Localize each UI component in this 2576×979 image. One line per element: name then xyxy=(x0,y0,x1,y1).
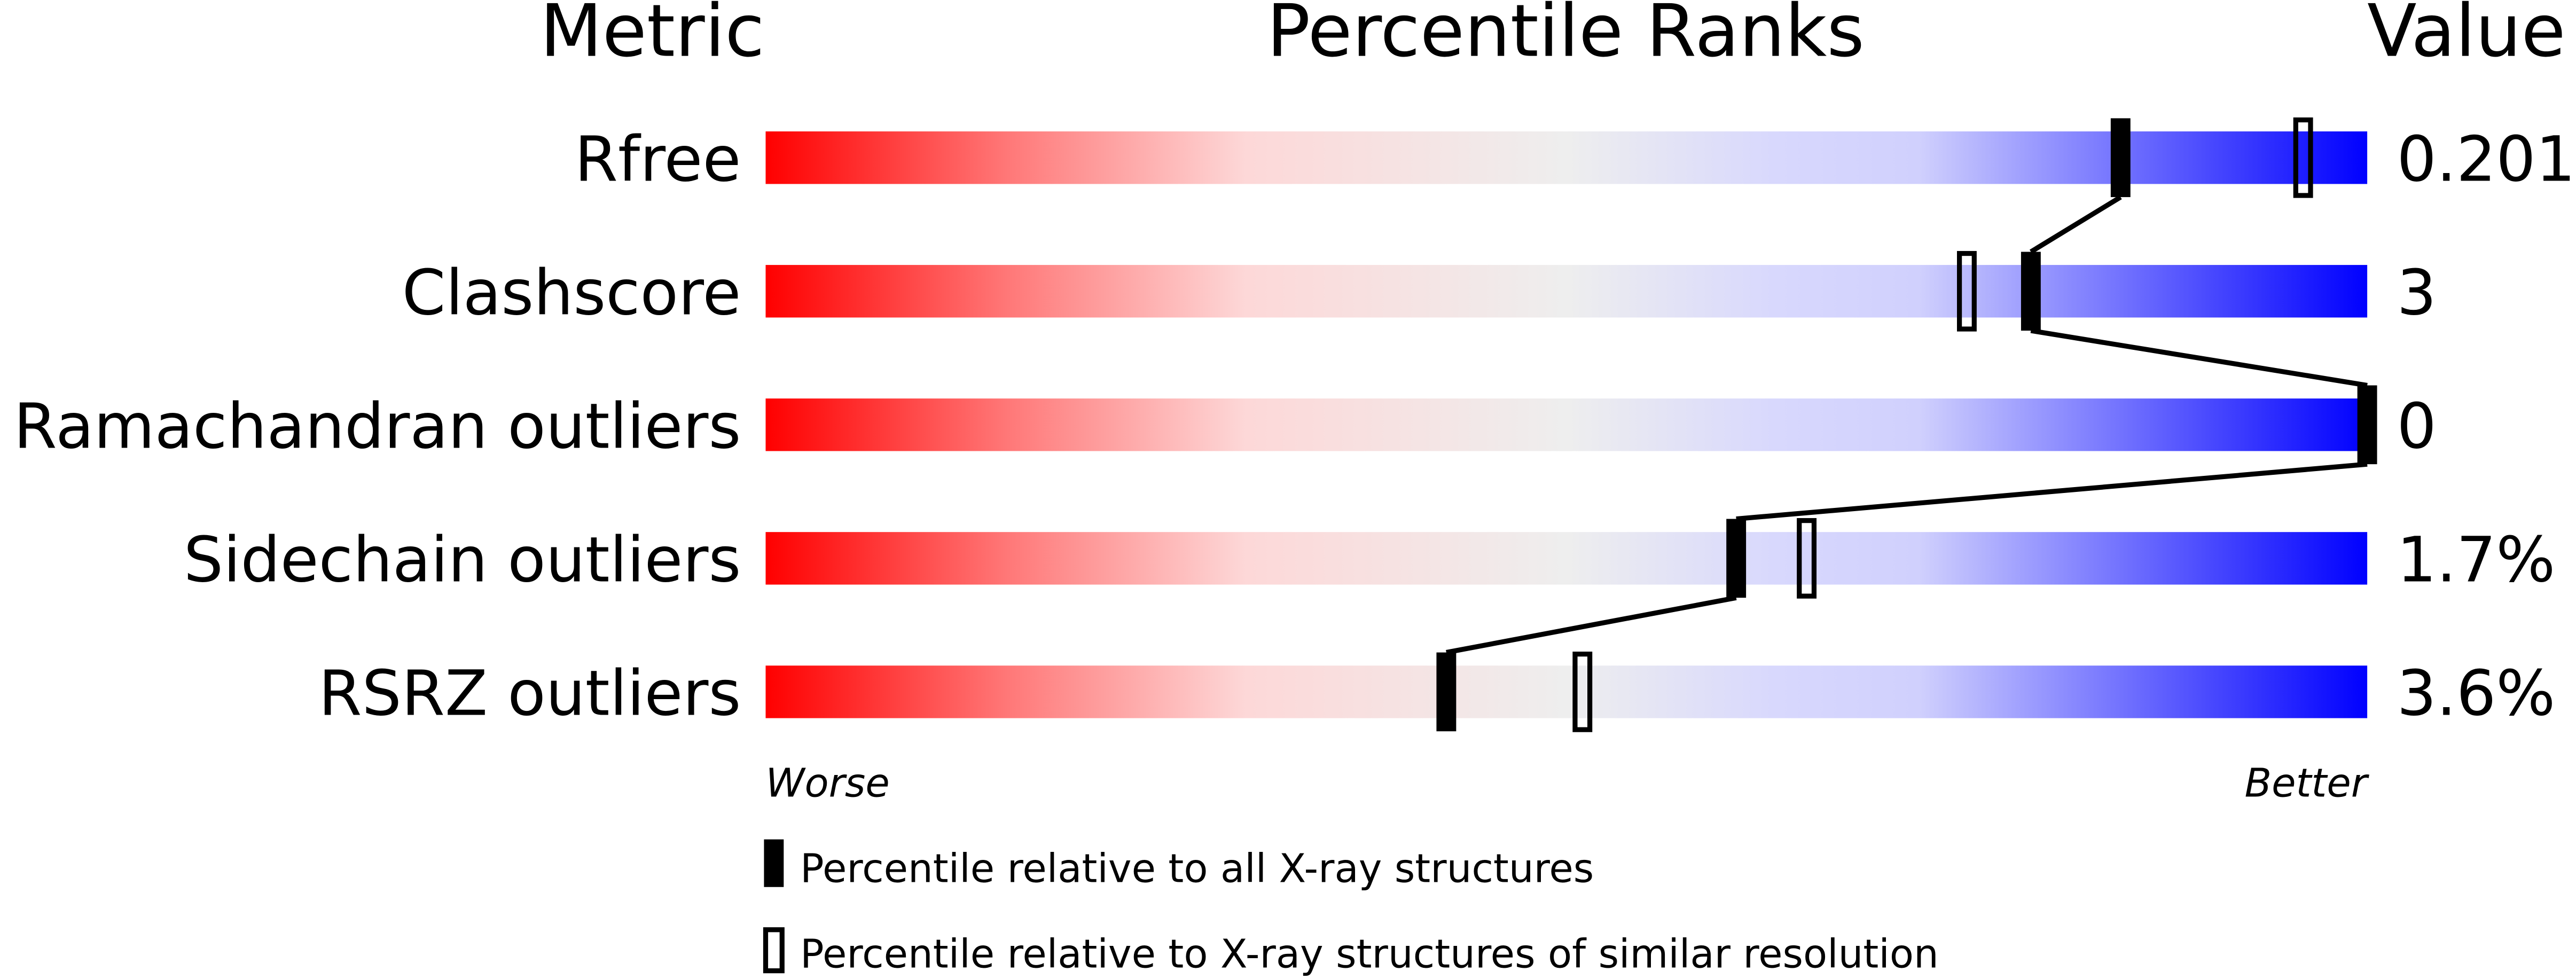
metric-row: Ramachandran outliers 0 xyxy=(13,385,2437,465)
metric-row: Sidechain outliers 1.7% xyxy=(184,518,2555,599)
all-structures-marker xyxy=(2021,252,2041,331)
similar-resolution-marker xyxy=(1572,652,1593,732)
legend-label-all: Percentile relative to all X-ray structu… xyxy=(800,846,1594,892)
metric-value: 3 xyxy=(2397,256,2436,329)
header-percentile-ranks: Percentile Ranks xyxy=(1267,0,1865,73)
metric-label: RSRZ outliers xyxy=(318,657,741,730)
metric-value: 0 xyxy=(2397,390,2436,463)
metric-row: RSRZ outliers 3.6% xyxy=(318,652,2555,732)
similar-resolution-marker xyxy=(1797,518,1817,599)
all-structures-marker xyxy=(1726,519,1747,598)
legend-filled-marker xyxy=(764,839,784,887)
metric-label: Sidechain outliers xyxy=(184,523,741,596)
percentile-bar xyxy=(765,665,2368,718)
better-label: Better xyxy=(2244,761,2369,806)
connector-line xyxy=(2029,195,2122,254)
percentile-bar xyxy=(765,398,2368,451)
header-metric: Metric xyxy=(540,0,765,73)
metric-label: Clashscore xyxy=(402,256,741,329)
header-value: Value xyxy=(2367,0,2566,73)
metric-row: Rfree 0.201 xyxy=(575,117,2575,198)
metric-label: Ramachandran outliers xyxy=(13,390,741,463)
all-structures-marker xyxy=(2110,118,2131,198)
all-structures-marker xyxy=(1436,652,1457,732)
connector-line xyxy=(2030,328,2368,388)
legend-label-similar: Percentile relative to X-ray structures … xyxy=(800,931,1939,977)
metric-value: 3.6% xyxy=(2397,657,2555,730)
metric-label: Rfree xyxy=(575,123,741,195)
similar-resolution-marker xyxy=(2293,117,2313,198)
worse-label: Worse xyxy=(765,761,889,806)
connector-line xyxy=(1736,461,2368,522)
metric-row: Clashscore 3 xyxy=(402,250,2437,332)
metric-value: 0.201 xyxy=(2397,123,2575,195)
connector-line xyxy=(1446,595,1737,655)
percentile-bar xyxy=(765,532,2368,585)
legend-open-marker xyxy=(763,927,785,974)
percentile-bar xyxy=(765,131,2368,184)
similar-resolution-marker xyxy=(1956,250,1977,332)
metric-value: 1.7% xyxy=(2397,523,2555,596)
percentile-bar xyxy=(765,265,2368,318)
all-structures-marker xyxy=(2357,385,2377,465)
